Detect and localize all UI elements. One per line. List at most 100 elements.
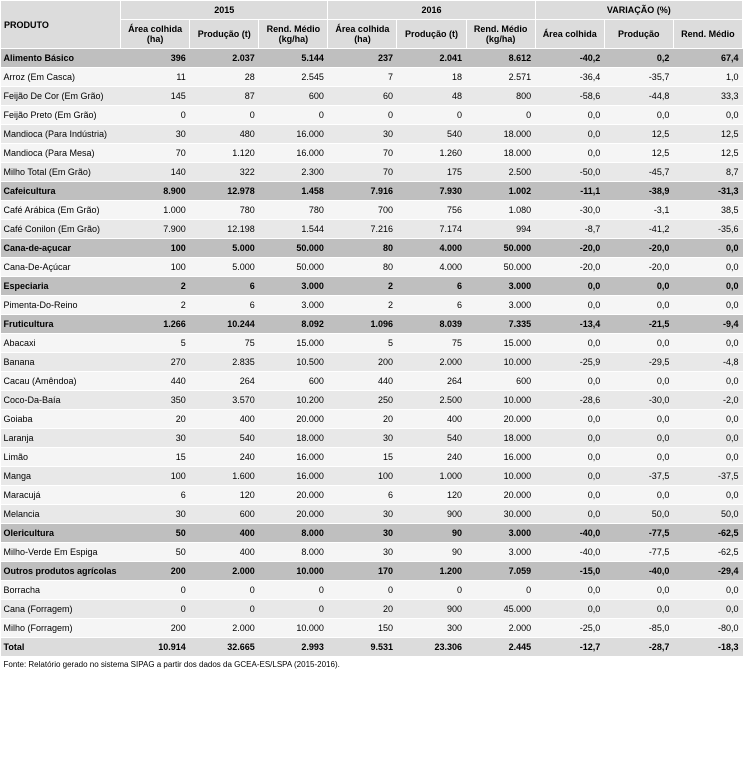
cell-value: 5.000	[190, 258, 259, 277]
cell-value: 18.000	[466, 125, 535, 144]
cell-value: 0,0	[673, 600, 742, 619]
cell-value: 0,0	[535, 296, 604, 315]
cell-value: 33,3	[673, 87, 742, 106]
cell-value: 0	[397, 581, 466, 600]
table-row: Banana2702.83510.5002002.00010.000-25,9-…	[1, 353, 743, 372]
cell-value: 1.600	[190, 467, 259, 486]
cell-produto: Melancia	[1, 505, 121, 524]
cell-value: 6	[190, 296, 259, 315]
table-row: Feijão Preto (Em Grão)0000000,00,00,0	[1, 106, 743, 125]
cell-value: 1.200	[397, 562, 466, 581]
cell-value: 7.916	[328, 182, 397, 201]
cell-value: -31,3	[673, 182, 742, 201]
cell-value: 30	[121, 429, 190, 448]
cell-value: 20.000	[259, 410, 328, 429]
cell-value: -36,4	[535, 68, 604, 87]
cell-value: 600	[190, 505, 259, 524]
cell-value: 30	[328, 524, 397, 543]
table-row: Cafeicultura8.90012.9781.4587.9167.9301.…	[1, 182, 743, 201]
cell-value: 80	[328, 258, 397, 277]
cell-produto: Coco-Da-Baía	[1, 391, 121, 410]
cell-value: -12,7	[535, 638, 604, 657]
cell-value: 2.000	[397, 353, 466, 372]
cell-value: 780	[190, 201, 259, 220]
cell-value: 10.000	[466, 467, 535, 486]
cell-value: 0,0	[535, 106, 604, 125]
table-row: Especiaria263.000263.0000,00,00,0	[1, 277, 743, 296]
cell-produto: Cana-de-açucar	[1, 239, 121, 258]
cell-value: 75	[190, 334, 259, 353]
header-rend15: Rend. Médio (kg/ha)	[259, 20, 328, 49]
cell-value: -58,6	[535, 87, 604, 106]
cell-value: 0,0	[604, 296, 673, 315]
header-area15: Área colhida (ha)	[121, 20, 190, 49]
cell-value: 600	[466, 372, 535, 391]
cell-value: 6	[190, 277, 259, 296]
cell-value: -20,0	[535, 258, 604, 277]
cell-value: 18.000	[259, 429, 328, 448]
table-header: PRODUTO 2015 2016 VARIAÇÃO (%) Área colh…	[1, 1, 743, 49]
cell-value: 45.000	[466, 600, 535, 619]
table-row: Cana-de-açucar1005.00050.000804.00050.00…	[1, 239, 743, 258]
cell-produto: Milho Total (Em Grão)	[1, 163, 121, 182]
cell-value: 2.545	[259, 68, 328, 87]
cell-produto: Cafeicultura	[1, 182, 121, 201]
table-row: Cacau (Amêndoa)4402646004402646000,00,00…	[1, 372, 743, 391]
cell-value: 350	[121, 391, 190, 410]
cell-value: 0,0	[604, 429, 673, 448]
cell-value: 0,0	[604, 334, 673, 353]
cell-value: 0,0	[604, 372, 673, 391]
cell-produto: Mandioca (Para Mesa)	[1, 144, 121, 163]
cell-value: 8.000	[259, 543, 328, 562]
cell-value: 240	[397, 448, 466, 467]
cell-value: 10.000	[259, 562, 328, 581]
cell-value: 780	[259, 201, 328, 220]
cell-value: 2	[328, 277, 397, 296]
cell-value: 3.000	[466, 277, 535, 296]
cell-value: 0	[121, 581, 190, 600]
cell-value: 7	[328, 68, 397, 87]
cell-value: 100	[121, 239, 190, 258]
cell-value: 10.244	[190, 315, 259, 334]
cell-value: 12.978	[190, 182, 259, 201]
cell-value: 2.445	[466, 638, 535, 657]
cell-value: 400	[190, 524, 259, 543]
cell-value: -8,7	[535, 220, 604, 239]
cell-value: 7.900	[121, 220, 190, 239]
table-body: Alimento Básico3962.0375.1442372.0418.61…	[1, 49, 743, 657]
cell-value: 30	[328, 505, 397, 524]
cell-value: 4.000	[397, 239, 466, 258]
cell-value: -15,0	[535, 562, 604, 581]
cell-value: 0,0	[535, 429, 604, 448]
cell-value: 15.000	[259, 334, 328, 353]
cell-value: 3.000	[466, 543, 535, 562]
cell-value: 0	[259, 106, 328, 125]
cell-value: -25,9	[535, 353, 604, 372]
cell-value: 540	[397, 429, 466, 448]
cell-produto: Milho-Verde Em Espiga	[1, 543, 121, 562]
cell-value: 2.300	[259, 163, 328, 182]
table-row: Outros produtos agrícolas2002.00010.0001…	[1, 562, 743, 581]
table-row: Laranja3054018.0003054018.0000,00,00,0	[1, 429, 743, 448]
cell-value: 2.835	[190, 353, 259, 372]
cell-value: -18,3	[673, 638, 742, 657]
cell-value: 2.000	[190, 562, 259, 581]
cell-value: 0,0	[673, 296, 742, 315]
cell-value: 0,0	[535, 277, 604, 296]
cell-value: 540	[190, 429, 259, 448]
cell-value: 0,0	[673, 258, 742, 277]
cell-value: -13,4	[535, 315, 604, 334]
cell-value: 12,5	[604, 125, 673, 144]
cell-value: 1.000	[397, 467, 466, 486]
cell-value: 80	[328, 239, 397, 258]
cell-value: 900	[397, 600, 466, 619]
cell-value: 70	[328, 163, 397, 182]
cell-value: 0	[328, 106, 397, 125]
cell-value: 16.000	[259, 125, 328, 144]
cell-value: -85,0	[604, 619, 673, 638]
cell-produto: Cana (Forragem)	[1, 600, 121, 619]
cell-value: 48	[397, 87, 466, 106]
cell-value: 28	[190, 68, 259, 87]
cell-value: 200	[328, 353, 397, 372]
cell-value: 2	[121, 296, 190, 315]
